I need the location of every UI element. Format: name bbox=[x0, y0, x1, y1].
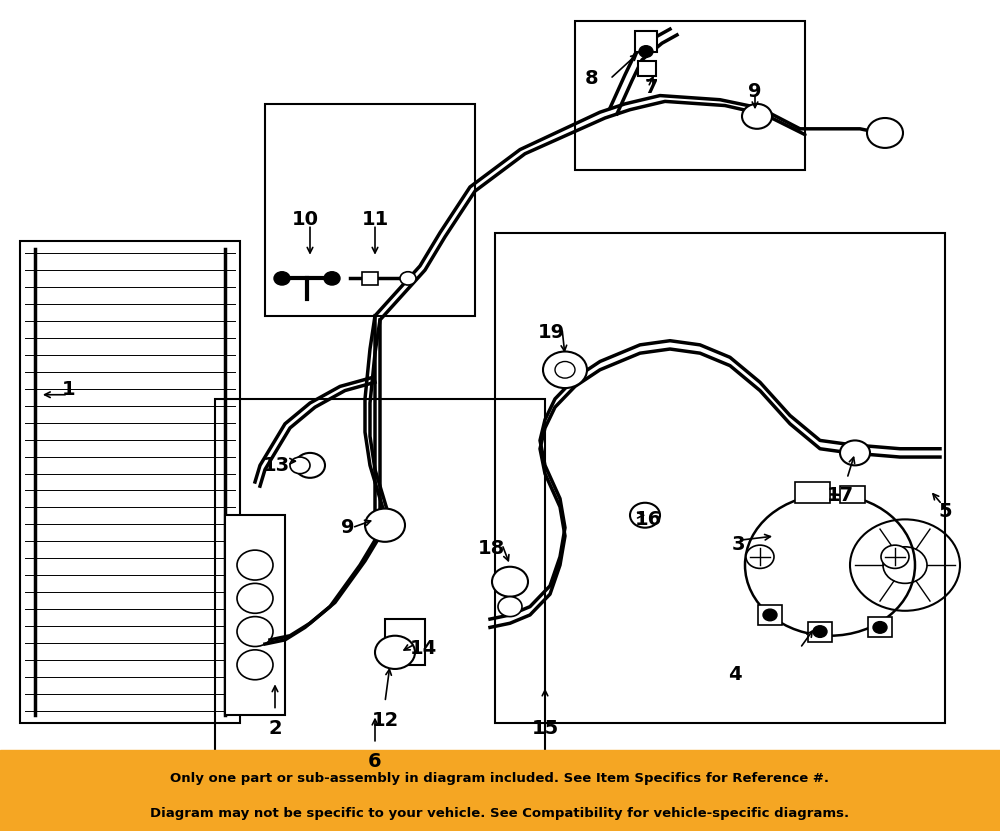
Circle shape bbox=[365, 509, 405, 542]
Text: 15: 15 bbox=[531, 719, 559, 738]
Text: 12: 12 bbox=[371, 711, 399, 730]
Text: 6: 6 bbox=[368, 752, 382, 771]
Bar bbox=[495, 233, 945, 723]
Text: 13: 13 bbox=[263, 456, 290, 475]
Bar bbox=[868, 617, 892, 637]
Text: 18: 18 bbox=[478, 539, 505, 558]
Text: 19: 19 bbox=[538, 323, 565, 342]
Circle shape bbox=[375, 636, 415, 669]
Circle shape bbox=[274, 272, 290, 285]
Bar bbox=[265, 104, 475, 316]
Circle shape bbox=[881, 545, 909, 568]
Bar bbox=[808, 622, 832, 642]
Text: 17: 17 bbox=[826, 486, 854, 505]
Circle shape bbox=[492, 567, 528, 597]
Text: 1: 1 bbox=[61, 380, 75, 399]
Circle shape bbox=[324, 272, 340, 285]
Circle shape bbox=[746, 545, 774, 568]
Circle shape bbox=[840, 440, 870, 465]
Text: 8: 8 bbox=[584, 70, 598, 88]
Circle shape bbox=[639, 46, 653, 57]
Bar bbox=[575, 21, 805, 170]
Bar bbox=[638, 61, 656, 76]
Bar bbox=[215, 399, 545, 752]
Text: 14: 14 bbox=[410, 639, 437, 657]
Bar bbox=[635, 31, 657, 52]
Circle shape bbox=[295, 453, 325, 478]
Circle shape bbox=[742, 104, 772, 129]
Circle shape bbox=[745, 494, 915, 636]
Bar bbox=[362, 272, 378, 285]
Circle shape bbox=[873, 622, 887, 633]
Text: Diagram may not be specific to your vehicle. See Compatibility for vehicle-speci: Diagram may not be specific to your vehi… bbox=[150, 807, 850, 819]
Text: 16: 16 bbox=[635, 510, 662, 529]
Text: 11: 11 bbox=[361, 209, 389, 229]
Circle shape bbox=[290, 457, 310, 474]
Text: 4: 4 bbox=[728, 665, 742, 684]
Circle shape bbox=[543, 352, 587, 388]
Text: 7: 7 bbox=[645, 78, 658, 96]
Text: 10: 10 bbox=[292, 209, 318, 229]
Text: 9: 9 bbox=[342, 519, 355, 537]
Text: 3: 3 bbox=[732, 535, 745, 553]
FancyBboxPatch shape bbox=[0, 750, 1000, 831]
Text: 5: 5 bbox=[938, 502, 952, 520]
Bar bbox=[840, 486, 865, 503]
Circle shape bbox=[400, 272, 416, 285]
Bar bbox=[385, 619, 425, 665]
Circle shape bbox=[630, 503, 660, 528]
Text: Only one part or sub-assembly in diagram included. See Item Specifics for Refere: Only one part or sub-assembly in diagram… bbox=[170, 771, 830, 784]
Text: 9: 9 bbox=[748, 82, 762, 101]
Text: 2: 2 bbox=[268, 719, 282, 738]
Bar bbox=[795, 482, 830, 503]
Circle shape bbox=[498, 597, 522, 617]
Bar bbox=[225, 515, 285, 715]
Circle shape bbox=[813, 626, 827, 637]
Bar bbox=[20, 241, 240, 723]
Circle shape bbox=[867, 118, 903, 148]
Circle shape bbox=[763, 609, 777, 621]
Bar bbox=[758, 605, 782, 625]
